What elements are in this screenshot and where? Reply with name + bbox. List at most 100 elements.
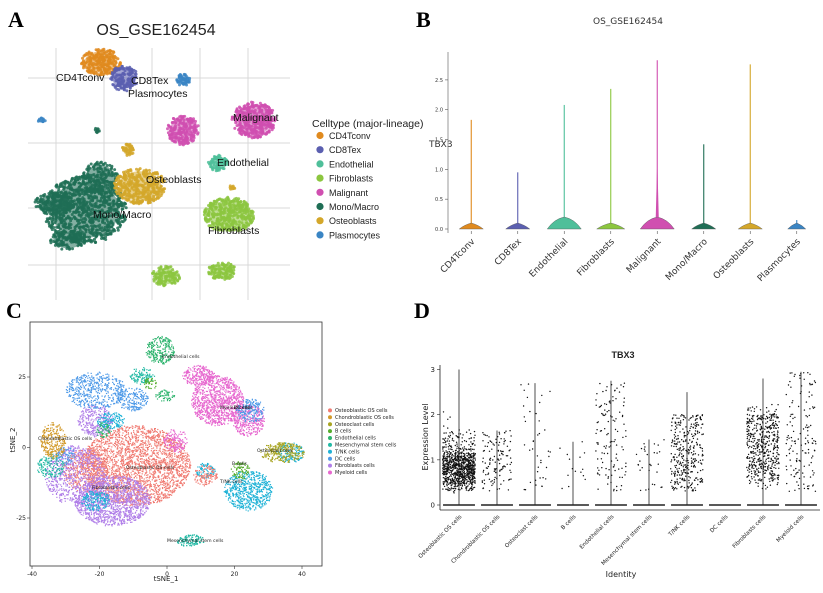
- panel-b-xtick-label: Mono/Macro: [664, 237, 710, 283]
- panel-a-cluster-cd4tconv-point: [111, 50, 115, 54]
- panel-a-cluster-label: Osteoblasts: [146, 174, 201, 186]
- panel-a-cluster-mono-macro: [33, 191, 75, 216]
- panel-a-cluster-osteoblasts: [121, 142, 135, 157]
- panel-a-cluster-malignant-point: [181, 115, 185, 118]
- panel-a-legend-swatch: [316, 174, 324, 182]
- panel-c-point: [153, 493, 155, 495]
- panel-c-point: [98, 452, 100, 454]
- panel-c-point: [108, 450, 110, 452]
- panel-c-point: [178, 486, 180, 488]
- panel-c-point: [184, 452, 186, 454]
- panel-c-point: [136, 426, 138, 428]
- panel-a-legend: Celltype (major-lineage) CD4TconvCD8TexE…: [312, 118, 423, 240]
- panel-c-point: [142, 462, 144, 464]
- panel-c-point: [136, 434, 138, 436]
- panel-a-cluster-osteoblasts-point: [120, 196, 124, 199]
- panel-c-point: [188, 471, 191, 473]
- panel-a-cluster-mono-macro-point: [39, 194, 43, 198]
- panel-a-cluster-mono-macro-point: [33, 200, 37, 204]
- panel-a-cluster-osteoblasts: [228, 184, 237, 191]
- panel-c-point: [141, 462, 143, 464]
- panel-c-point: [140, 443, 142, 445]
- panel-c-point: [144, 432, 146, 434]
- panel-c-point: [173, 462, 175, 464]
- panel-a-cluster-label: Fibroblasts: [208, 225, 259, 237]
- panel-a-cluster-label: Endothelial: [217, 157, 269, 169]
- panel-c-point: [142, 431, 144, 434]
- panel-c-xtick-label: 40: [298, 571, 306, 578]
- panel-label-b: B: [416, 7, 431, 32]
- panel-b-title: OS_GSE162454: [593, 17, 663, 27]
- panel-a-cluster-mono-macro-point: [104, 238, 108, 241]
- panel-c-point: [180, 468, 182, 470]
- panel-a-cluster-malignant-point: [271, 126, 275, 130]
- panel-c-point: [172, 442, 174, 444]
- panel-c-point: [119, 449, 121, 452]
- panel-c-point: [118, 467, 120, 469]
- panel-a-cluster-malignant-point: [192, 117, 195, 121]
- panel-b-violin-body: [546, 216, 582, 230]
- panel-c-point: [157, 486, 159, 488]
- panel-c-point: [112, 462, 114, 464]
- panel-c-point: [96, 444, 98, 446]
- panel-c-point: [130, 489, 132, 491]
- panel-a-cluster-mono-macro-core: [85, 164, 115, 192]
- panel-c-point: [154, 487, 156, 489]
- panel-c-point: [134, 434, 136, 436]
- panel-c-point: [158, 450, 160, 452]
- panel-c-point: [154, 479, 156, 481]
- panel-c-point: [169, 463, 171, 465]
- panel-a-cluster-malignant-point: [265, 132, 269, 136]
- panel-b-ytick-label: 2.5: [435, 78, 443, 84]
- panel-c-point: [165, 450, 167, 452]
- panel-a-cluster-malignant-point: [246, 102, 250, 106]
- panel-c-point: [125, 454, 127, 457]
- panel-b-xtick-label: Plasmocytes: [756, 237, 803, 284]
- panel-a-cluster-mono-macro-point: [83, 182, 87, 186]
- panel-a-cluster-osteoblasts-point: [125, 198, 129, 202]
- panel-a-cluster-fibroblasts-point: [204, 215, 207, 219]
- panel-c-point: [171, 485, 174, 487]
- panel-c-point: [96, 448, 98, 450]
- panel-c-point: [189, 463, 191, 465]
- panel-a-cluster-endothelial-point: [211, 168, 215, 172]
- panel-a-cluster-mono-macro-point: [68, 247, 71, 251]
- panel-c-point: [153, 483, 155, 485]
- panel-a-legend-entry: CD8Tex: [329, 145, 362, 155]
- panel-c-point: [115, 439, 117, 441]
- panel-a-cluster-mono-macro-point: [123, 218, 127, 222]
- panel-c-point: [135, 475, 137, 477]
- panel-a-cluster-mono-macro-point: [66, 181, 70, 185]
- panel-c-point: [109, 456, 111, 458]
- panel-a-cluster-mono-macro-point: [85, 186, 89, 190]
- panel-c-point: [128, 427, 130, 429]
- panel-c-point: [184, 460, 186, 462]
- panel-c-point: [151, 459, 153, 461]
- panel-c-point: [119, 431, 121, 433]
- panel-a-cluster-mono-macro-point: [54, 231, 57, 235]
- panel-a-cluster-mono-macro-point: [60, 247, 64, 251]
- panel-a-cluster-osteoblasts-point: [152, 199, 156, 203]
- panel-c-point: [170, 454, 172, 456]
- panel-a-cluster-osteoblasts-point: [114, 179, 118, 182]
- panel-c-point: [166, 477, 168, 480]
- panel-c-point: [172, 479, 174, 481]
- panel-c-point: [115, 477, 118, 479]
- panel-c-point: [152, 447, 155, 449]
- panel-c-point: [163, 484, 165, 487]
- panel-c-point: [183, 470, 185, 472]
- panel-c-point: [161, 430, 163, 432]
- panel-c-point: [165, 497, 167, 499]
- panel-c-point: [111, 468, 114, 470]
- panel-b-violin-body: [596, 222, 626, 230]
- panel-c-point: [133, 436, 135, 438]
- panel-c-point: [144, 474, 146, 476]
- panel-c-point: [183, 482, 185, 484]
- panel-a-cluster-cd4tconv-core: [84, 51, 118, 73]
- panel-a-cluster-mono-macro-point: [53, 228, 57, 232]
- panel-c-point: [177, 455, 179, 457]
- panel-c-point: [150, 439, 152, 441]
- panel-b-violin: OS_GSE162454 TBX3 0.00.51.01.52.02.5CD4T…: [428, 17, 807, 284]
